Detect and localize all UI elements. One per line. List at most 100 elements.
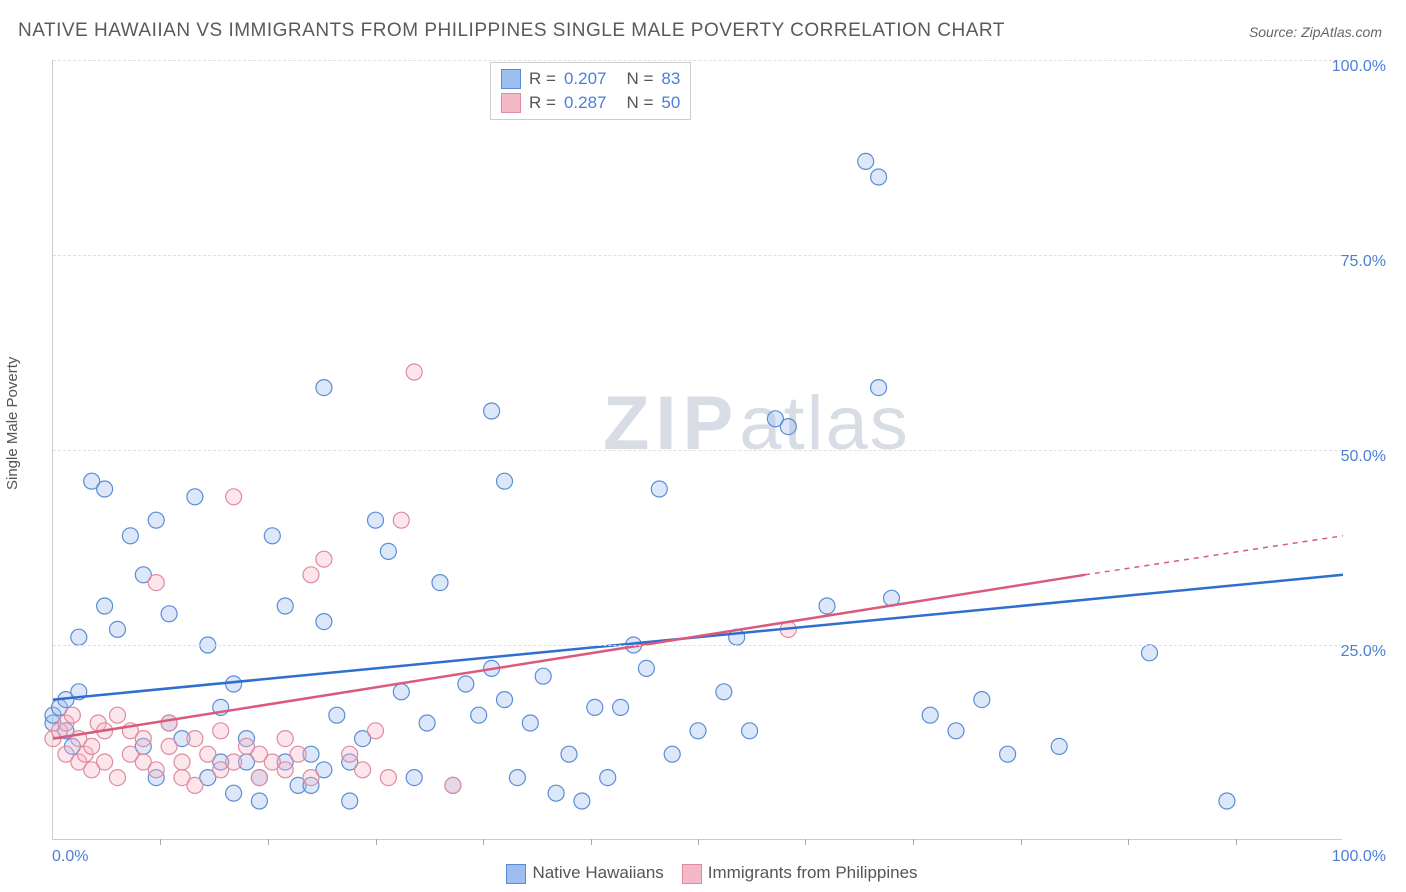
plot-area: ZIPatlas xyxy=(52,60,1342,840)
data-point xyxy=(1142,645,1158,661)
data-point xyxy=(613,699,629,715)
stat-r-value: 0.207 xyxy=(564,69,607,89)
data-point xyxy=(277,731,293,747)
data-point xyxy=(742,723,758,739)
data-point xyxy=(135,731,151,747)
data-point xyxy=(380,770,396,786)
stat-n-label: N = xyxy=(626,93,653,113)
data-point xyxy=(819,598,835,614)
data-point xyxy=(187,489,203,505)
stat-n-value: 50 xyxy=(661,93,680,113)
data-point xyxy=(226,785,242,801)
stat-r-label: R = xyxy=(529,93,556,113)
data-point xyxy=(161,738,177,754)
grid-line xyxy=(53,645,1342,646)
data-point xyxy=(122,528,138,544)
data-point xyxy=(871,380,887,396)
data-point xyxy=(458,676,474,692)
data-point xyxy=(406,364,422,380)
y-tick-label: 50.0% xyxy=(1341,448,1386,466)
data-point xyxy=(277,598,293,614)
data-point xyxy=(303,770,319,786)
data-point xyxy=(342,793,358,809)
data-point xyxy=(226,676,242,692)
y-axis-label: Single Male Poverty xyxy=(4,357,21,490)
data-point xyxy=(393,684,409,700)
data-point xyxy=(97,754,113,770)
data-point xyxy=(522,715,538,731)
data-point xyxy=(432,575,448,591)
data-point xyxy=(110,707,126,723)
x-tick xyxy=(1128,839,1129,845)
grid-line xyxy=(53,60,1342,61)
data-point xyxy=(148,512,164,528)
data-point xyxy=(303,567,319,583)
data-point xyxy=(368,723,384,739)
y-tick-label: 75.0% xyxy=(1341,253,1386,271)
data-point xyxy=(780,419,796,435)
data-point xyxy=(948,723,964,739)
stats-legend-box: R = 0.207 N = 83 R = 0.287 N = 50 xyxy=(490,62,691,120)
data-point xyxy=(264,528,280,544)
bottom-legend: Native HawaiiansImmigrants from Philippi… xyxy=(0,863,1406,884)
data-point xyxy=(690,723,706,739)
data-point xyxy=(858,153,874,169)
x-tick xyxy=(1021,839,1022,845)
data-point xyxy=(1051,738,1067,754)
x-tick xyxy=(160,839,161,845)
data-point xyxy=(316,551,332,567)
data-point xyxy=(922,707,938,723)
data-point xyxy=(561,746,577,762)
data-point xyxy=(497,473,513,489)
data-point xyxy=(226,754,242,770)
x-tick xyxy=(698,839,699,845)
grid-line xyxy=(53,450,1342,451)
x-tick xyxy=(483,839,484,845)
data-point xyxy=(587,699,603,715)
data-point xyxy=(548,785,564,801)
data-point xyxy=(509,770,525,786)
data-point xyxy=(355,762,371,778)
data-point xyxy=(716,684,732,700)
x-tick xyxy=(376,839,377,845)
legend-swatch xyxy=(501,69,521,89)
stat-n-value: 83 xyxy=(661,69,680,89)
data-point xyxy=(1000,746,1016,762)
data-point xyxy=(574,793,590,809)
data-point xyxy=(277,762,293,778)
data-point xyxy=(316,614,332,630)
data-point xyxy=(368,512,384,528)
data-point xyxy=(64,707,80,723)
stat-r-label: R = xyxy=(529,69,556,89)
x-tick xyxy=(268,839,269,845)
y-tick-label: 25.0% xyxy=(1341,643,1386,661)
y-tick-label: 100.0% xyxy=(1332,58,1386,76)
stat-n-label: N = xyxy=(626,69,653,89)
data-point xyxy=(251,770,267,786)
data-point xyxy=(187,731,203,747)
data-point xyxy=(329,707,345,723)
stat-r-value: 0.287 xyxy=(564,93,607,113)
data-point xyxy=(664,746,680,762)
data-point xyxy=(342,746,358,762)
data-point xyxy=(419,715,435,731)
data-point xyxy=(651,481,667,497)
legend-swatch xyxy=(501,93,521,113)
data-point xyxy=(380,543,396,559)
data-point xyxy=(161,715,177,731)
legend-label: Immigrants from Philippines xyxy=(708,863,918,882)
data-point xyxy=(200,746,216,762)
data-point xyxy=(84,738,100,754)
x-tick xyxy=(805,839,806,845)
data-point xyxy=(97,481,113,497)
stats-row: R = 0.207 N = 83 xyxy=(501,67,680,91)
data-point xyxy=(535,668,551,684)
trend-line-extrapolated xyxy=(1085,536,1343,575)
data-point xyxy=(871,169,887,185)
x-tick-label: 0.0% xyxy=(52,848,88,866)
data-point xyxy=(226,489,242,505)
data-point xyxy=(71,629,87,645)
chart-title: NATIVE HAWAIIAN VS IMMIGRANTS FROM PHILI… xyxy=(18,20,1005,42)
data-point xyxy=(251,793,267,809)
data-point xyxy=(161,606,177,622)
